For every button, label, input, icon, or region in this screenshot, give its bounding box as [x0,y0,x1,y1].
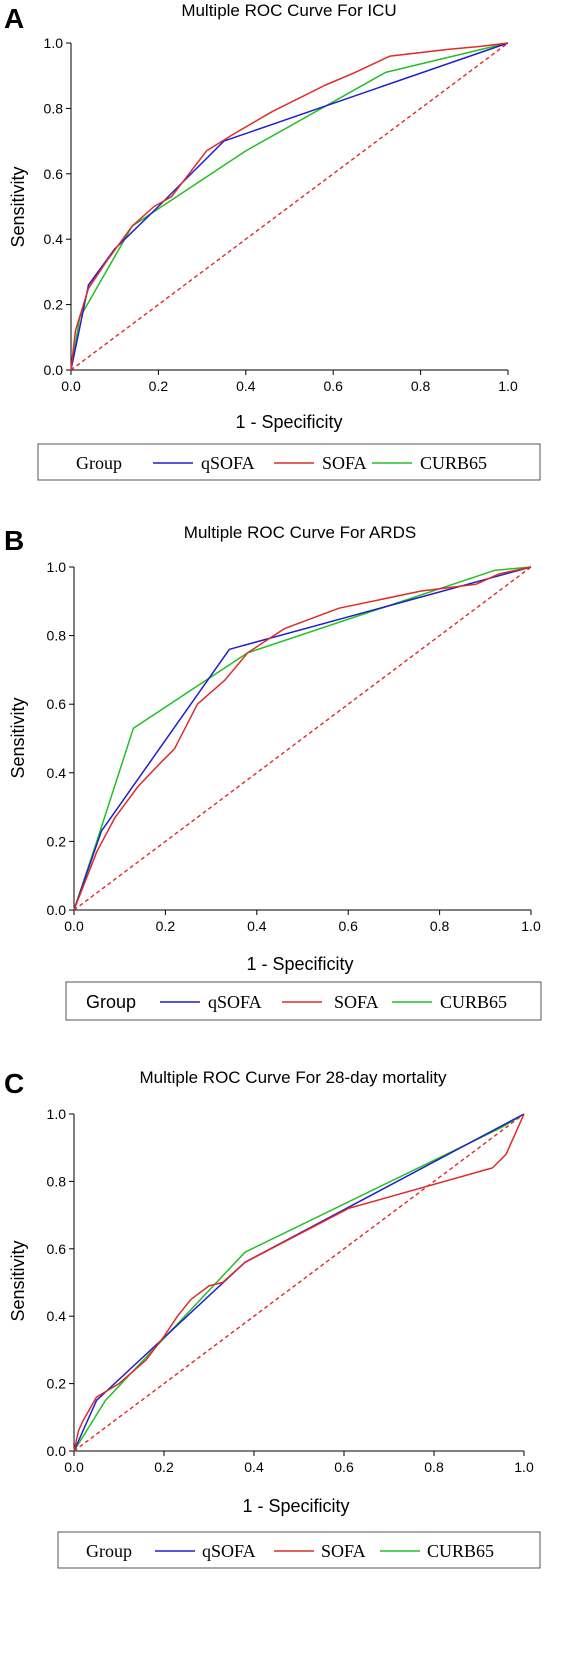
roc-chart-28-day-mortality: C Multiple ROC Curve For 28-day mortalit… [4,1068,541,1569]
legend-label-sofa: SOFA [321,1541,366,1561]
reference-diagonal-line [73,1113,525,1452]
panel-label: B [4,525,24,556]
y-tick-label: 0.4 [47,1308,67,1324]
x-tick-label: 0.0 [61,378,81,394]
x-tick-label: 0.6 [323,378,343,394]
legend: Group qSOFA SOFA CURB65 [37,443,541,481]
series-line-sofa [73,1113,525,1452]
legend: Group qSOFA SOFA CURB65 [57,1531,541,1569]
panel-label: C [4,1068,24,1099]
series-line-qsofa [73,566,532,911]
plot-area: 0.0 0.2 0.4 0.6 0.8 1.0 0.0 0.2 0.4 0.6 0.8 1.0 [44,35,518,394]
legend-label-sofa: SOFA [322,453,367,473]
x-axis-label: 1 - Specificity [246,954,353,974]
chart-title: Multiple ROC Curve For ICU [181,1,396,20]
y-tick-label: 1.0 [47,559,67,575]
y-axis-label: Sensitivity [8,1240,28,1321]
y-tick-label: 0.6 [47,1241,67,1257]
legend-label-curb65: CURB65 [427,1541,494,1561]
legend-box [37,443,541,481]
plot-area: 0.0 0.2 0.4 0.6 0.8 1.0 0.0 0.2 0.4 0.6 0.8 1.0 [47,1106,534,1475]
x-axis-label: 1 - Specificity [242,1496,349,1516]
legend: Group qSOFA SOFA CURB65 [65,981,542,1021]
x-tick-label: 0.6 [338,918,358,934]
x-tick-label: 0.0 [64,918,84,934]
series-line-sofa [73,566,532,911]
roc-chart-ards: B Multiple ROC Curve For ARDS 1 - Specif… [4,523,542,1021]
y-axis-label: Sensitivity [8,166,28,247]
y-tick-label: 1.0 [47,1106,67,1122]
y-tick-label: 0.6 [44,166,64,182]
legend-box [57,1531,541,1569]
y-tick-label: 0.0 [47,902,67,918]
plot-area: 0.0 0.2 0.4 0.6 0.8 1.0 0.0 0.2 0.4 0.6 0.8 1.0 [47,559,541,934]
x-tick-label: 0.4 [236,378,256,394]
legend-label-qsofa: qSOFA [202,1541,256,1561]
x-tick-label: 0.2 [156,918,176,934]
x-tick-label: 0.4 [244,1459,264,1475]
y-tick-label: 0.2 [47,1376,67,1392]
series-line-curb65 [73,566,532,911]
y-tick-label: 0.4 [47,765,67,781]
y-tick-label: 0.2 [44,297,64,313]
x-axis-label: 1 - Specificity [235,412,342,432]
x-tick-label: 1.0 [514,1459,534,1475]
y-tick-label: 1.0 [44,35,64,51]
reference-diagonal-line [70,42,509,371]
x-tick-label: 0.6 [334,1459,354,1475]
series-line-curb65 [70,42,509,371]
x-tick-label: 1.0 [498,378,518,394]
roc-chart-icu: A Multiple ROC Curve For ICU 1 - Specifi… [4,1,541,481]
y-tick-label: 0.0 [44,362,64,378]
legend-label-curb65: CURB65 [440,992,507,1012]
chart-title: Multiple ROC Curve For 28-day mortality [139,1068,447,1087]
x-tick-label: 0.2 [149,378,169,394]
series-line-qsofa [73,1113,525,1452]
y-tick-label: 0.8 [44,100,64,116]
x-tick-label: 0.8 [424,1459,444,1475]
y-axis-label: Sensitivity [8,697,28,778]
legend-label-curb65: CURB65 [420,453,487,473]
panel-label: A [4,3,24,34]
x-tick-label: 0.8 [411,378,431,394]
legend-box [65,981,542,1021]
legend-label-qsofa: qSOFA [208,992,262,1012]
x-tick-label: 1.0 [521,918,541,934]
y-tick-label: 0.8 [47,628,67,644]
y-tick-label: 0.0 [47,1443,67,1459]
x-tick-label: 0.2 [154,1459,174,1475]
legend-label-qsofa: qSOFA [201,453,255,473]
series-line-sofa [70,42,509,371]
x-tick-label: 0.0 [64,1459,84,1475]
legend-title: Group [86,992,136,1012]
y-tick-label: 0.6 [47,696,67,712]
series-line-curb65 [73,1113,525,1452]
y-tick-label: 0.4 [44,231,64,247]
chart-title: Multiple ROC Curve For ARDS [184,523,416,542]
y-tick-label: 0.2 [47,833,67,849]
legend-label-sofa: SOFA [334,992,379,1012]
x-tick-label: 0.4 [247,918,267,934]
y-tick-label: 0.8 [47,1173,67,1189]
legend-title: Group [86,1541,132,1561]
reference-diagonal-line [73,566,532,911]
legend-title: Group [76,453,122,473]
x-tick-label: 0.8 [430,918,450,934]
